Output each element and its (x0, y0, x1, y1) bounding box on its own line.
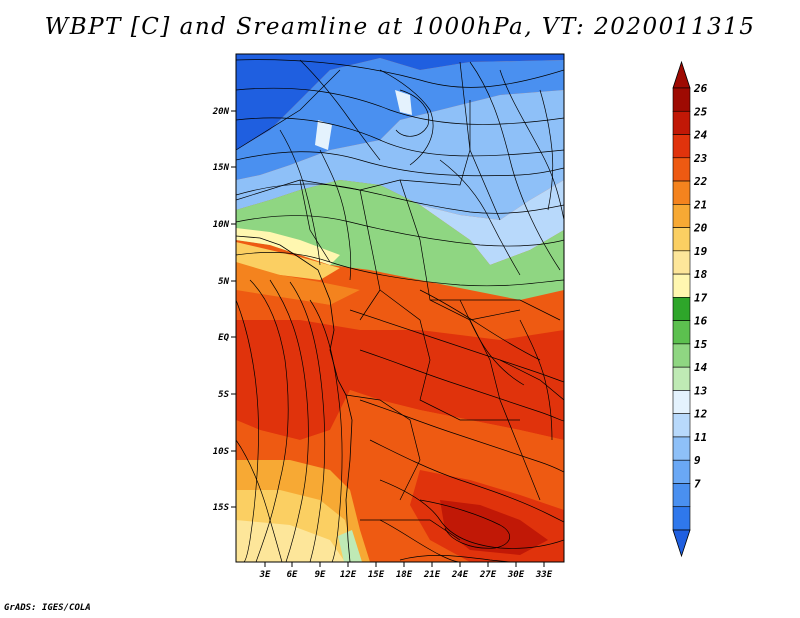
longitude-label: 9E (315, 570, 326, 580)
legend-label: 23 (693, 152, 708, 165)
legend-label: 16 (694, 315, 708, 328)
latitude-label: 5S (218, 390, 229, 400)
legend-label: 7 (694, 477, 701, 490)
longitude-label: 3E (259, 570, 271, 580)
legend-label: 9 (694, 454, 701, 467)
legend-swatch (672, 157, 691, 182)
latitude-label: 10N (213, 220, 230, 230)
coastline (236, 235, 353, 562)
grads-credit: GrADS: IGES/COLA (4, 603, 91, 613)
latitude-label: EQ (218, 333, 229, 343)
legend-swatch (672, 366, 691, 391)
legend-label: 11 (694, 431, 707, 444)
legend-swatch (672, 436, 691, 461)
longitude-axis: 3E 6E 9E 12E 15E 18E 21E 24E 27E 30E 33E (259, 562, 553, 580)
country-borders (236, 61, 564, 541)
legend-swatch (672, 180, 691, 205)
legend-swatch (672, 343, 691, 368)
legend-swatch (672, 227, 691, 252)
streamlines (236, 59, 564, 562)
legend-label: 13 (694, 384, 708, 397)
longitude-label: 30E (507, 570, 525, 580)
longitude-label: 24E (451, 570, 469, 580)
map-figure: 20N 15N 10N 5N EQ 5S 10S 15S 3E 6E 9E 12E 15E 18E 21E… (212, 53, 708, 580)
latitude-label: 5N (218, 277, 229, 287)
longitude-label: 6E (287, 570, 298, 580)
legend-swatch (672, 413, 691, 438)
legend-swatch (672, 273, 691, 298)
legend-bottom-arrow (672, 529, 691, 558)
longitude-label: 12E (340, 570, 357, 580)
map-title: WBPT [C] and Sreamline at 1000hPa, VT: 2… (44, 14, 756, 40)
legend-label: 26 (693, 82, 708, 95)
latitude-label: 15N (213, 163, 230, 173)
legend-label: 22 (693, 175, 708, 188)
legend-label: 19 (694, 245, 708, 258)
latitude-label: 20N (212, 107, 230, 117)
legend-label: 14 (694, 361, 708, 374)
legend-label: 18 (694, 268, 708, 281)
legend-label: 17 (694, 291, 708, 304)
map-area (235, 53, 565, 563)
legend-swatch (672, 297, 691, 321)
latitude-axis: 20N 15N 10N 5N EQ 5S 10S 15S (212, 107, 236, 513)
legend-label: 12 (694, 408, 708, 421)
legend-swatch (672, 110, 691, 135)
legend-label: 25 (693, 105, 708, 118)
legend-swatch (672, 459, 691, 484)
legend-swatch (672, 320, 691, 345)
latitude-label: 10S (213, 447, 230, 457)
color-legend: 26 25 24 23 22 21 20 19 18 17 16 15 14 13 12 11 9 7 (672, 60, 708, 558)
temperature-shading (236, 54, 564, 562)
map-frame (235, 53, 565, 563)
legend-swatch (672, 204, 691, 228)
legend-swatch (672, 134, 691, 159)
legend-label: 15 (694, 338, 708, 351)
latitude-label: 15S (213, 503, 230, 513)
longitude-label: 21E (423, 570, 441, 580)
legend-swatch (672, 390, 691, 414)
longitude-label: 18E (396, 570, 413, 580)
longitude-label: 27E (479, 570, 497, 580)
legend-swatch (672, 87, 691, 112)
longitude-label: 15E (368, 570, 385, 580)
longitude-label: 33E (535, 570, 553, 580)
legend-swatch (672, 506, 691, 531)
legend-label: 21 (693, 198, 707, 211)
legend-swatch (672, 250, 691, 275)
legend-top-arrow (672, 60, 691, 89)
legend-swatch (672, 483, 691, 508)
legend-label: 20 (693, 222, 708, 235)
legend-label: 24 (693, 129, 708, 142)
